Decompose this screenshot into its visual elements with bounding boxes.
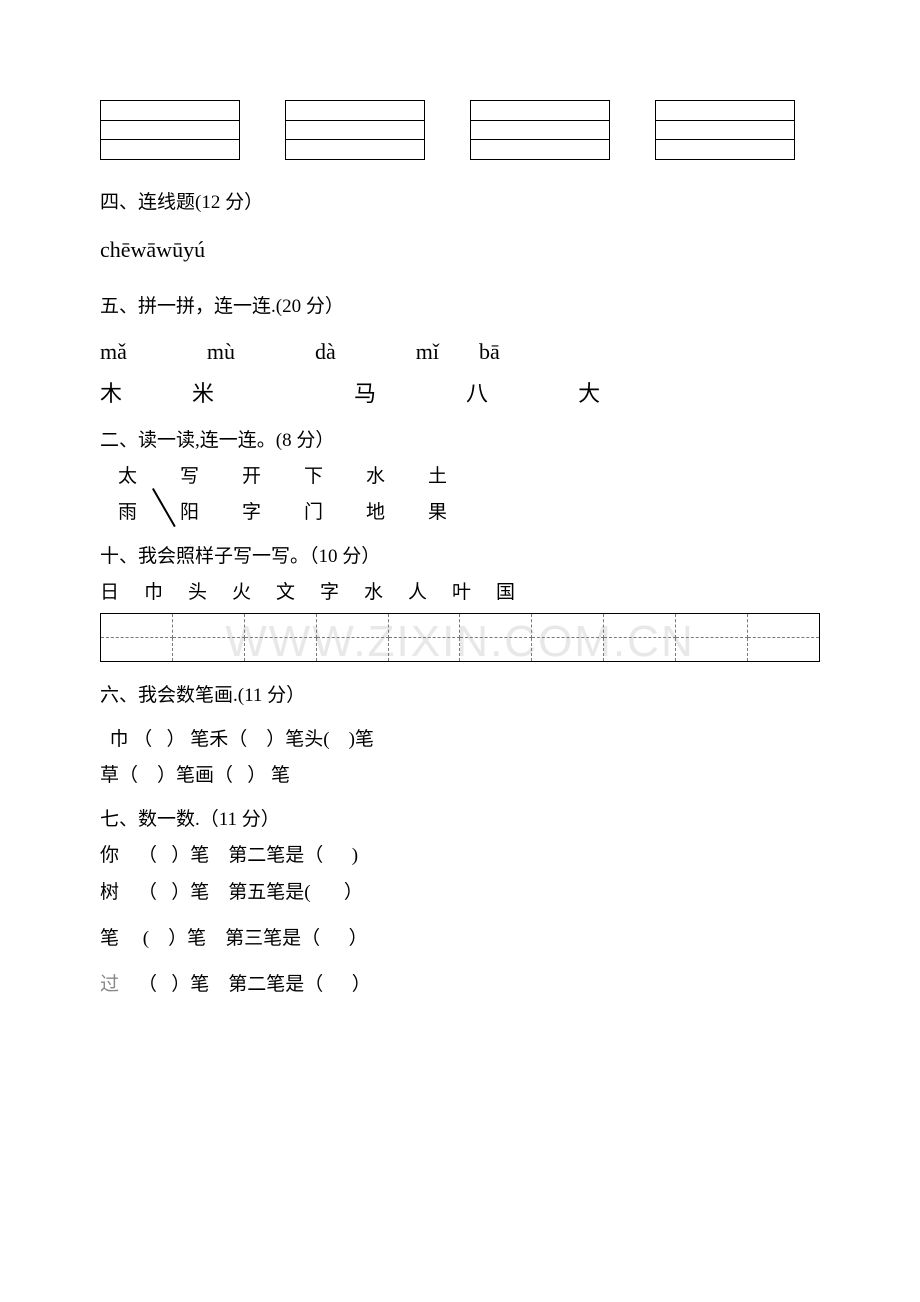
char-col: 字: [320, 575, 364, 611]
gray-char: 过: [100, 974, 119, 995]
writing-grid: [100, 613, 820, 662]
word-b: 门: [304, 495, 366, 531]
char-col: 叶: [452, 575, 496, 611]
grid-row: [101, 614, 820, 638]
hanzi-item: 大: [578, 373, 600, 415]
section-2-title: 二、读一读,连一连。(8 分）: [100, 423, 820, 459]
word-b: 阳: [180, 495, 242, 531]
section-10-title: 十、我会照样子写一写。（10 分）: [100, 539, 820, 575]
section-7-row: 笔 ( ）笔 第三笔是（ ）: [100, 921, 820, 957]
pinyin-item: mǐ: [416, 331, 439, 373]
char-header-row: 日 巾 头 火 文 字 水 人 叶 国: [100, 575, 820, 611]
connect-wrap: 太 写 开 下 水 土 雨 阳 字 门 地 果: [100, 459, 820, 531]
writing-box: [100, 100, 240, 160]
pinyin-item: mù: [207, 331, 235, 373]
word-a: 写: [180, 459, 242, 495]
writing-box: [470, 100, 610, 160]
section-6-title: 六、我会数笔画.(11 分）: [100, 678, 820, 714]
word-a: 水: [366, 459, 428, 495]
char-col: 国: [496, 575, 540, 611]
section-7-row: 树 （ ）笔 第五笔是( ）: [100, 875, 820, 911]
writing-box: [655, 100, 795, 160]
pinyin-item: dà: [315, 331, 336, 373]
char-col: 水: [364, 575, 408, 611]
word-a: 太: [118, 459, 180, 495]
section-6-line1: 巾 （ ） 笔禾（ ）笔头( )笔: [100, 722, 820, 758]
char-col: 人: [408, 575, 452, 611]
section-4-pinyin: chēwāwūyú: [100, 229, 820, 271]
pinyin-item: mǎ: [100, 331, 127, 373]
section-6-line2: 草（ ）笔画（ ） 笔: [100, 758, 820, 794]
word-a: 下: [304, 459, 366, 495]
word-a: 开: [242, 459, 304, 495]
hanzi-item: 木: [100, 373, 122, 415]
section-7-row-rest: （ ）笔 第二笔是（ ）: [119, 974, 371, 995]
hanzi-item: 八: [466, 373, 488, 415]
word-row-b: 雨 阳 字 门 地 果: [100, 495, 820, 531]
word-row-a: 太 写 开 下 水 土: [100, 459, 820, 495]
hanzi-item: 马: [354, 373, 376, 415]
char-col: 火: [232, 575, 276, 611]
writing-boxes-row: [100, 100, 820, 160]
section-5-title: 五、拼一拼，连一连.(20 分）: [100, 289, 820, 325]
word-b: 雨: [118, 495, 180, 531]
pinyin-row: mǎ mù dà mǐ bā: [100, 331, 820, 373]
section-7-row: 你 （ ）笔 第二笔是（ ): [100, 838, 820, 874]
char-col: 巾: [144, 575, 188, 611]
word-b: 字: [242, 495, 304, 531]
section-7-row: 过 （ ）笔 第二笔是（ ）: [100, 967, 820, 1003]
hanzi-row: 木 米 马 八 大: [100, 373, 820, 415]
hanzi-item: 米: [192, 373, 214, 415]
word-b: 地: [366, 495, 428, 531]
word-b: 果: [428, 495, 490, 531]
char-col: 文: [276, 575, 320, 611]
writing-box: [285, 100, 425, 160]
section-7-title: 七、数一数.（11 分）: [100, 802, 820, 838]
section-4-title: 四、连线题(12 分）: [100, 185, 820, 221]
grid-row: [101, 638, 820, 662]
pinyin-item: bā: [479, 331, 500, 373]
char-col: 头: [188, 575, 232, 611]
word-a: 土: [428, 459, 490, 495]
char-col: 日: [100, 575, 144, 611]
